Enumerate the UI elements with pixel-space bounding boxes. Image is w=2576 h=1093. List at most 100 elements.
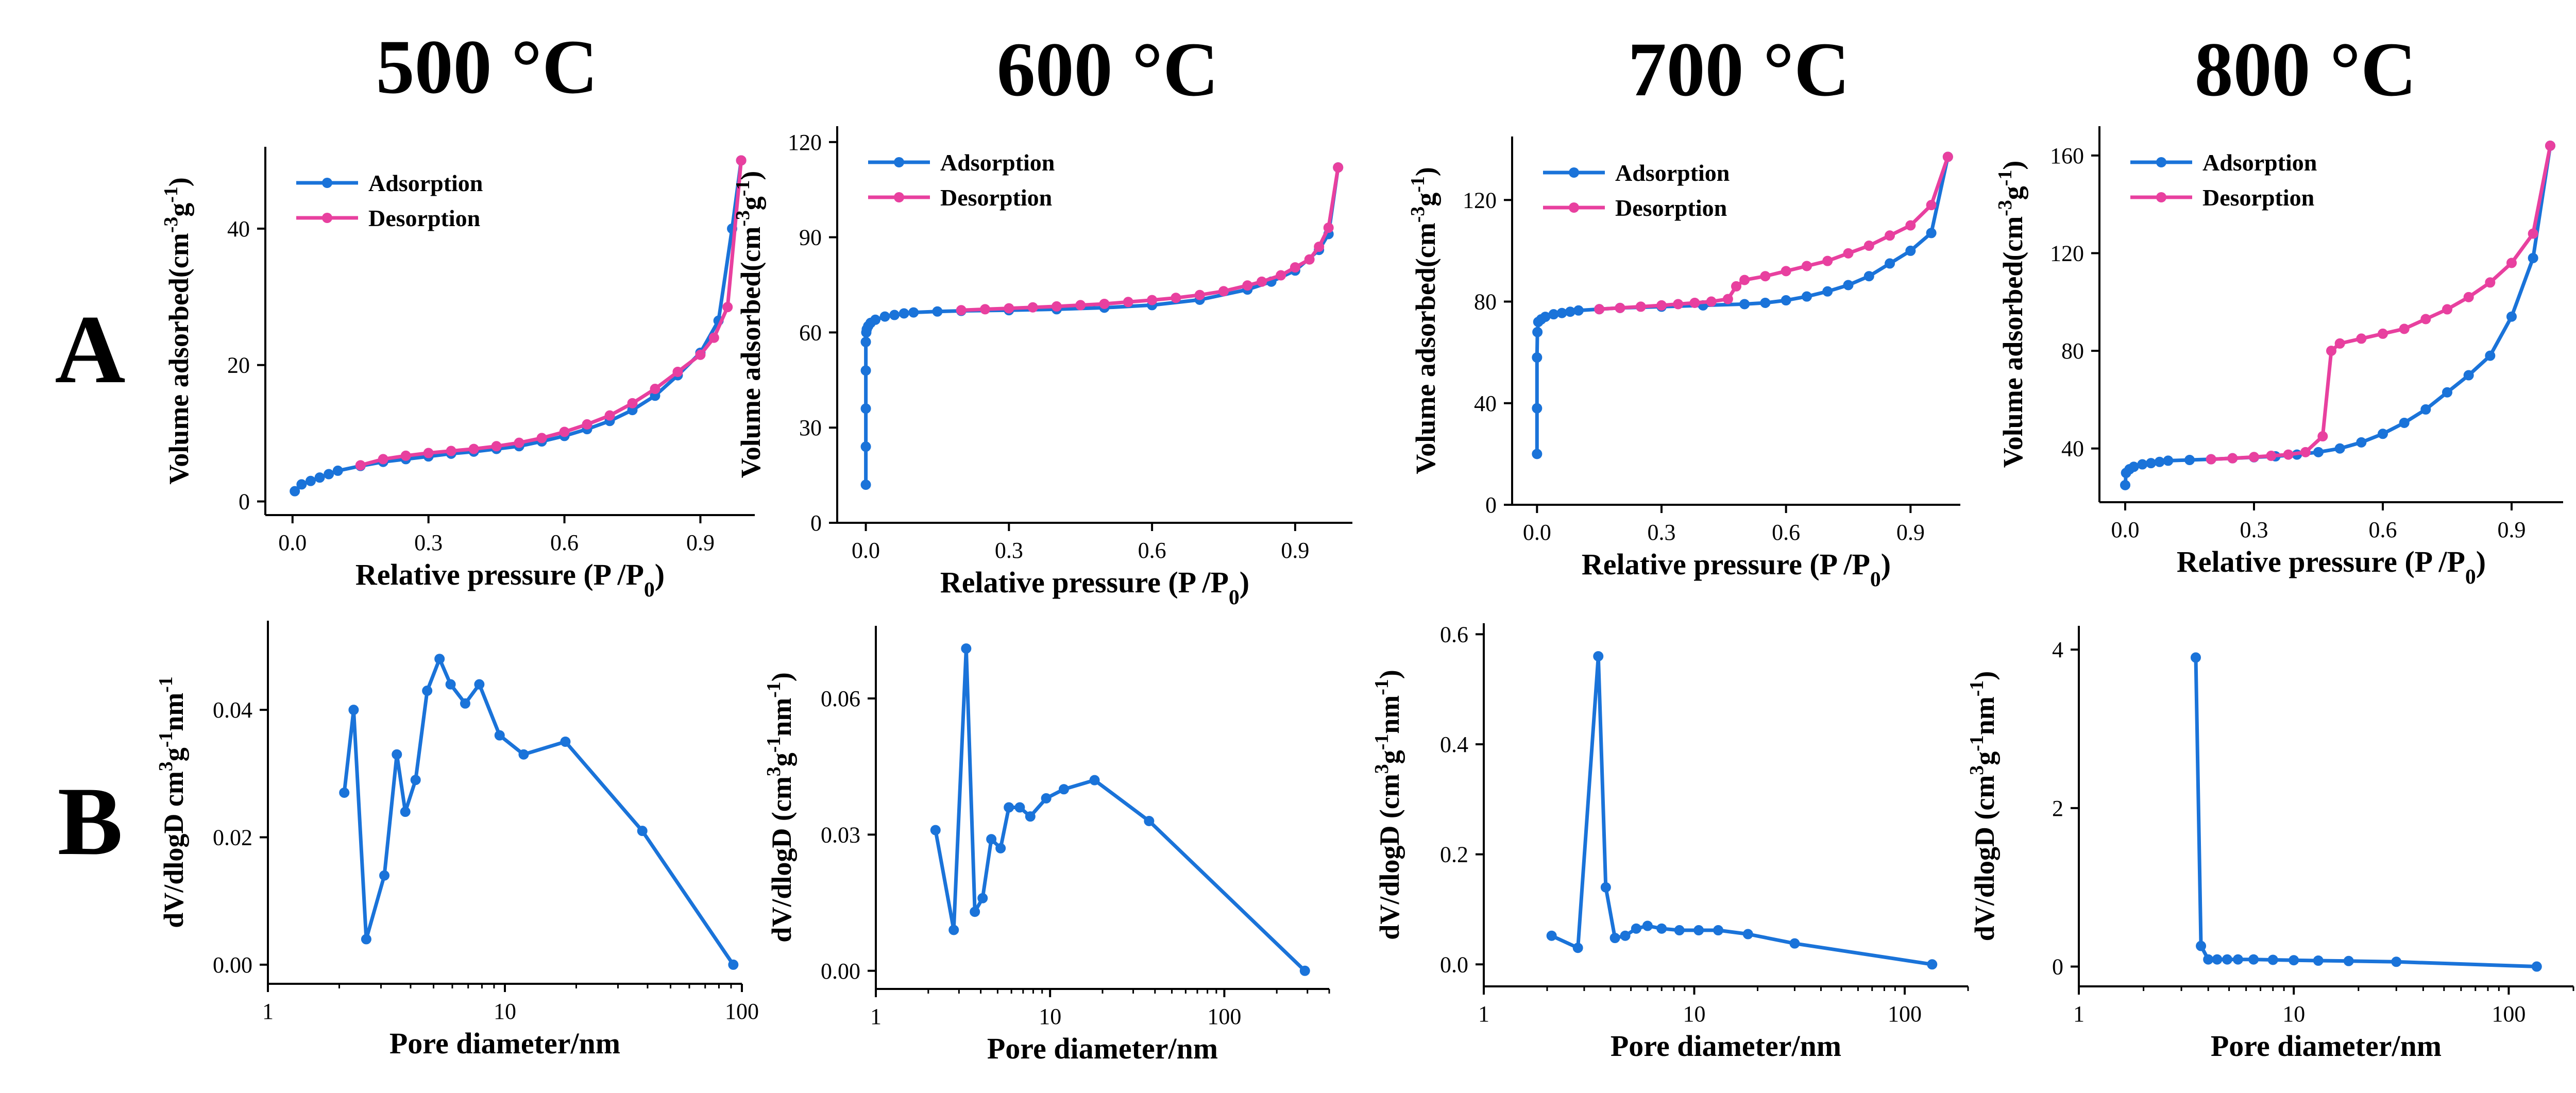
y-tick-label: 0.04 [213, 697, 252, 723]
data-point [514, 437, 524, 448]
series-pore-size-distribution [339, 654, 739, 970]
x-tick-label: 1 [1478, 1001, 1489, 1027]
data-point [1299, 965, 1310, 976]
data-point [1674, 925, 1685, 936]
y-tick-label: 0 [810, 510, 822, 536]
data-point [494, 730, 505, 741]
data-point [1593, 651, 1604, 662]
data-point [1004, 802, 1014, 813]
legend-label: Adsorption [368, 170, 483, 196]
data-point [1123, 297, 1133, 308]
data-point [956, 305, 967, 316]
data-point [1942, 151, 1953, 162]
x-tick-label: 0.9 [686, 530, 715, 555]
data-point [560, 737, 571, 747]
data-point [1323, 223, 1334, 233]
data-point [728, 959, 739, 970]
legend-swatch-marker [894, 157, 904, 167]
legend-swatch-marker [1569, 167, 1579, 178]
data-point [860, 336, 871, 347]
data-point [2442, 304, 2452, 315]
series-desorption [956, 162, 1344, 316]
x-tick-label: 1 [870, 1004, 882, 1029]
y-tick-label: 0.0 [1440, 952, 1468, 977]
data-point [1600, 882, 1611, 893]
data-point [2232, 954, 2243, 965]
legend-label: Desorption [940, 184, 1052, 211]
data-point [1905, 220, 1916, 231]
legend: Adsorption Desorption [1543, 160, 1730, 221]
y-axis-label: Volume adsorbed(cm-3g-1) [1994, 161, 2028, 468]
y-tick-label: 120 [788, 130, 822, 155]
data-point [559, 426, 570, 437]
data-point [1739, 299, 1750, 310]
data-point [536, 433, 547, 443]
data-point [1257, 276, 1267, 287]
y-tick-label: 0.4 [1440, 732, 1468, 757]
data-point [2313, 955, 2324, 966]
data-point [1656, 923, 1667, 934]
x-tick-label: 10 [494, 999, 516, 1024]
x-tick-label: 0.9 [1281, 538, 1309, 563]
series-desorption [355, 155, 747, 471]
data-point [980, 304, 991, 315]
data-point [1304, 254, 1315, 265]
data-point [2485, 277, 2496, 288]
data-point [2283, 449, 2294, 460]
x-tick-label: 0.6 [2369, 517, 2397, 542]
y-tick-label: 0.6 [1440, 622, 1468, 647]
data-point [736, 155, 747, 166]
data-point [392, 749, 402, 760]
y-tick-label: 80 [2061, 338, 2084, 364]
legend-label: Desorption [1615, 195, 1727, 221]
data-point [860, 365, 871, 376]
data-point [445, 679, 456, 690]
y-tick-label: 40 [227, 216, 250, 242]
data-point [1927, 959, 1938, 970]
data-point [860, 403, 871, 414]
x-axis-label: Relative pressure (P /P0) [355, 558, 665, 602]
panel-b2: 1 10 100 0.00 0.03 0.06 Pore diameter/nm dV/dlo… [763, 626, 1330, 1065]
y-tick-label: 40 [1474, 391, 1497, 416]
data-point [1051, 301, 1062, 312]
x-axis-label: Relative pressure (P /P0) [2177, 545, 2486, 589]
data-point [1742, 929, 1753, 940]
legend-swatch-marker [2156, 157, 2166, 167]
data-point [1781, 266, 1791, 277]
data-point [1843, 248, 1854, 259]
data-point [2300, 447, 2311, 457]
data-point [1863, 271, 1874, 282]
data-point [1926, 228, 1937, 238]
data-point [932, 306, 943, 317]
data-point [422, 686, 433, 696]
x-tick-label: 0.3 [1648, 520, 1676, 545]
y-tick-label: 0.02 [213, 825, 252, 850]
data-point [2196, 941, 2207, 951]
data-point [2212, 954, 2223, 965]
data-point [637, 826, 648, 836]
data-point [2326, 346, 2336, 356]
data-point [1004, 303, 1014, 314]
data-point [1822, 255, 1833, 266]
data-point [378, 454, 388, 465]
data-point [2184, 454, 2195, 465]
y-tick-label: 0.06 [821, 686, 860, 711]
panel-a2: 600 °C 0.0 0.3 0.6 0.9 0 30 60 90 120 Relative pre… [732, 27, 1352, 609]
data-point [2128, 462, 2139, 472]
data-point [1218, 286, 1229, 297]
legend: Adsorption Desorption [296, 170, 483, 231]
legend-label: Adsorption [940, 149, 1055, 176]
legend-label: Desorption [2202, 184, 2314, 211]
data-point [1905, 245, 1916, 256]
data-point [2506, 311, 2517, 322]
legend: Adsorption Desorption [868, 149, 1055, 211]
panel-a1: 500 °C 0.0 0.3 0.6 0.9 0 20 40 Relative pressure… [160, 24, 755, 602]
data-point [672, 366, 683, 377]
x-tick-label: 0.0 [278, 530, 307, 555]
data-point [324, 469, 334, 480]
data-point [2378, 328, 2388, 339]
data-point [2267, 954, 2278, 965]
y-tick-label: 90 [799, 225, 822, 250]
legend-swatch-marker [1569, 202, 1579, 213]
